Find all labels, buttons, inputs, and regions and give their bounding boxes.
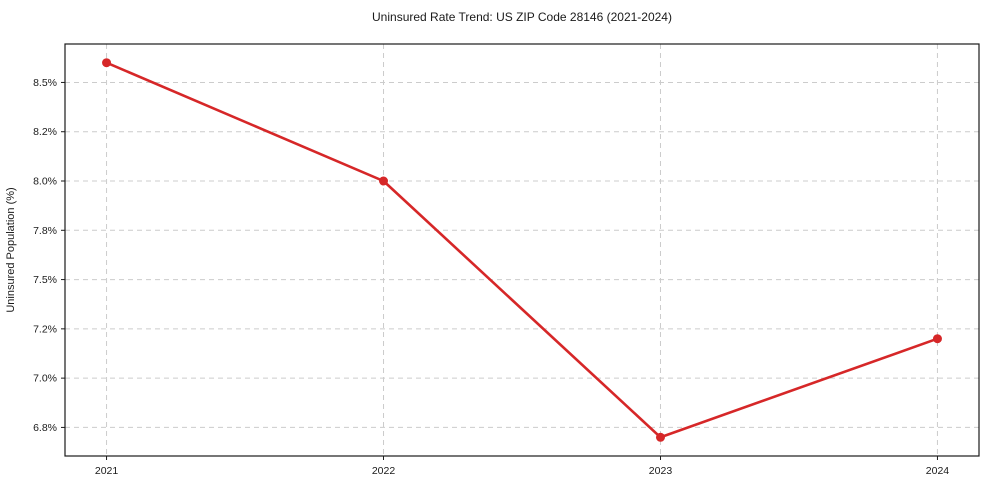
x-tick-label: 2024 [926,465,950,477]
y-tick-label: 7.0% [33,373,57,385]
tick-layer: 6.8% 7.0% 7.2% 7.5% 7.8% 8.0% 8.2% 8.5% 2021 2022… [33,77,949,477]
axes-frame-layer [64,43,980,457]
y-tick-label: 8.0% [33,176,57,188]
x-tick-label: 2022 [372,465,396,477]
data-point-2024 [932,334,942,344]
chart-title: Uninsured Rate Trend: US ZIP Code 28146 … [372,10,672,24]
y-tick-label: 8.5% [33,77,57,89]
y-axis-label: Uninsured Population (%) [5,187,17,312]
y-tick-label: 6.8% [33,422,57,434]
data-point-2021 [102,58,112,68]
y-tick-label: 8.2% [33,126,57,138]
axes-frame [64,43,980,457]
series-layer [102,58,942,442]
grid-layer [65,44,979,456]
data-point-2022 [379,176,389,186]
x-tick-label: 2023 [649,465,673,477]
x-tick-label: 2021 [95,465,119,477]
y-tick-label: 7.5% [33,274,57,286]
y-tick-label: 7.8% [33,225,57,237]
trend-line [105,61,939,439]
data-point-2023 [655,432,665,442]
y-tick-label: 7.2% [33,323,57,335]
